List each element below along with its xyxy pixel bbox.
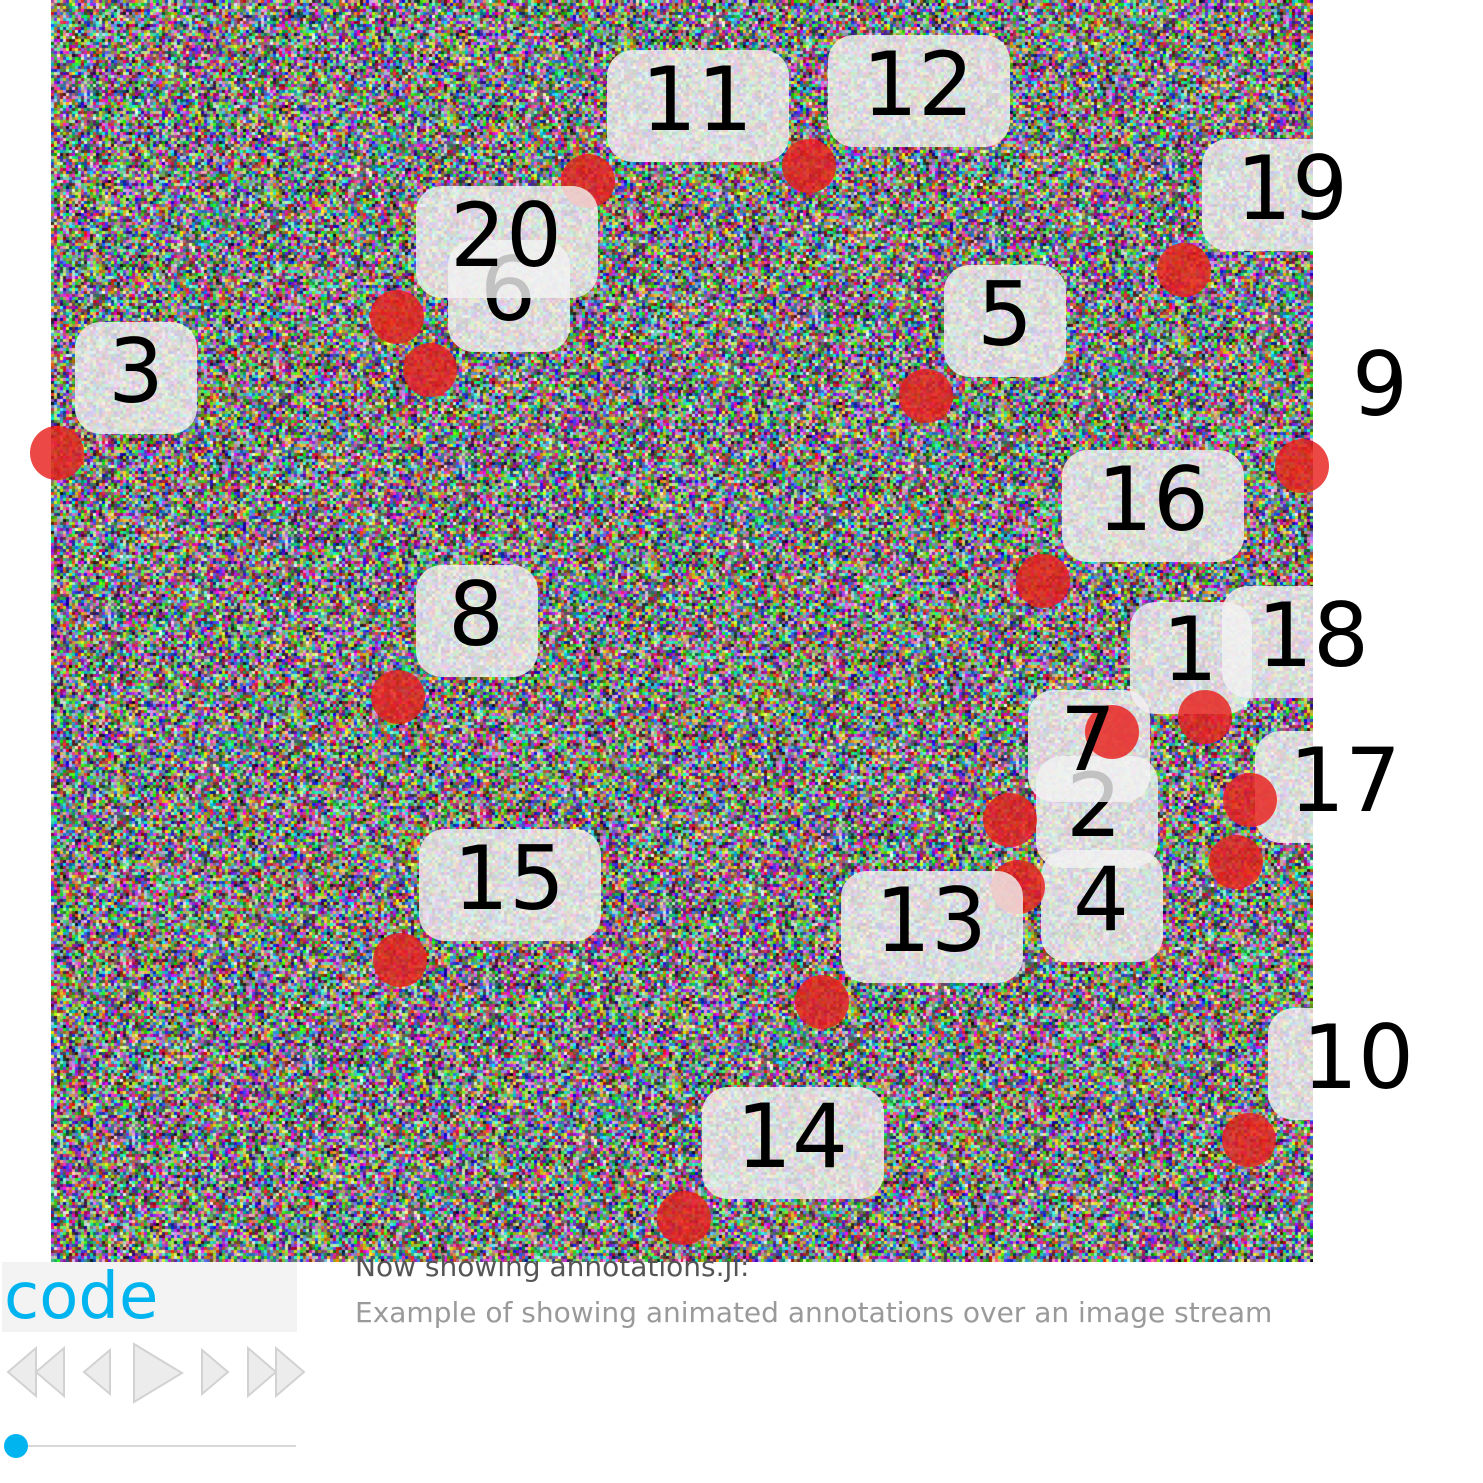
frame-slider-thumb[interactable] [4, 1434, 28, 1458]
frame-slider-track[interactable] [16, 1445, 296, 1447]
next-frame-button[interactable] [198, 1342, 232, 1402]
code-toggle-button[interactable]: code [2, 1262, 297, 1332]
caption-title: Now showing annotations.jl: [355, 1250, 750, 1283]
play-icon [133, 1342, 184, 1404]
noise-frame [51, 0, 1313, 1262]
previous-frame-icon [82, 1347, 111, 1397]
annotation-label: 9 [1352, 333, 1408, 436]
last-frame-button[interactable] [244, 1342, 306, 1402]
first-frame-button[interactable] [6, 1342, 68, 1402]
next-frame-icon [201, 1347, 230, 1397]
annotation-label: 10 [1302, 1006, 1414, 1109]
previous-frame-button[interactable] [80, 1342, 114, 1402]
caption-subtitle: Example of showing animated annotations … [355, 1296, 1273, 1329]
first-frame-icon [6, 1345, 65, 1399]
annotation-label-box [1320, 335, 1442, 447]
play-button[interactable] [130, 1342, 186, 1404]
image-stream-view: 1 2 3 4 5 6 7 8 9 10 11 12 13 14 15 16 17 18 19 20 [30, 0, 1414, 1262]
last-frame-icon [247, 1345, 306, 1399]
